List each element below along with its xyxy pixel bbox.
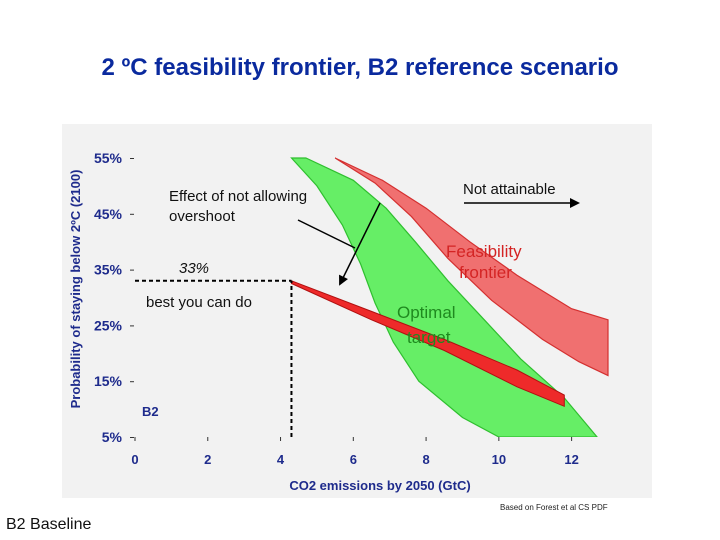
y-tick-label: 5% (102, 429, 123, 445)
frontier-label-line-1: Feasibility (446, 242, 522, 261)
frontier-label-line-2: frontier (459, 263, 512, 282)
y-tick-label: 45% (94, 206, 123, 222)
level-label: 33% (179, 260, 209, 277)
y-tick-label: 35% (94, 262, 123, 278)
overshoot-label-line-1: Effect of not allowing (169, 188, 307, 205)
best-label: best you can do (146, 294, 252, 311)
x-axis-label: CO2 emissions by 2050 (GtC) (289, 478, 470, 493)
band-feasibility-frontier (334, 157, 609, 377)
b2-label: B2 (142, 404, 159, 419)
axes: 55% 45% 35% 25% 15% 5% 0 2 4 6 8 10 12 CO2 emissions … (68, 150, 579, 493)
annotations: Effect of not allowing overshoot Not att… (142, 181, 580, 419)
overshoot-label-line-2: overshoot (169, 208, 236, 225)
slide-title: 2 ºC feasibility frontier, B2 reference … (101, 54, 619, 81)
x-tick-label: 2 (204, 452, 211, 467)
footer-label: B2 Baseline (6, 516, 92, 533)
optimal-label-line-2: target (407, 328, 451, 347)
y-tick-label: 25% (94, 317, 123, 333)
y-tick-label: 55% (94, 150, 123, 166)
band-layer (290, 157, 609, 437)
x-tick-label: 6 (350, 452, 357, 467)
chart: 55% 45% 35% 25% 15% 5% 0 2 4 6 8 10 12 CO2 emissions … (68, 150, 609, 493)
source-note: Based on Forest et al CS PDF (500, 503, 608, 512)
chart-panel: 55% 45% 35% 25% 15% 5% 0 2 4 6 8 10 12 CO2 emissions … (62, 124, 652, 498)
optimal-label-line-1: Optimal (397, 303, 456, 322)
overshoot-arrow (339, 202, 381, 286)
x-tick-label: 10 (492, 452, 506, 467)
x-tick-label: 12 (564, 452, 578, 467)
y-tick-label: 15% (94, 373, 123, 389)
reference-lines (135, 279, 293, 437)
x-tick-label: 4 (277, 452, 285, 467)
overshoot-pointer-line (297, 219, 356, 249)
not-attainable-label: Not attainable (463, 181, 556, 198)
y-axis-label: Probability of staying below 2ºC (2100) (68, 170, 83, 409)
x-tick-label: 8 (422, 452, 429, 467)
x-tick-label: 0 (131, 452, 138, 467)
band-b2 (291, 280, 565, 408)
